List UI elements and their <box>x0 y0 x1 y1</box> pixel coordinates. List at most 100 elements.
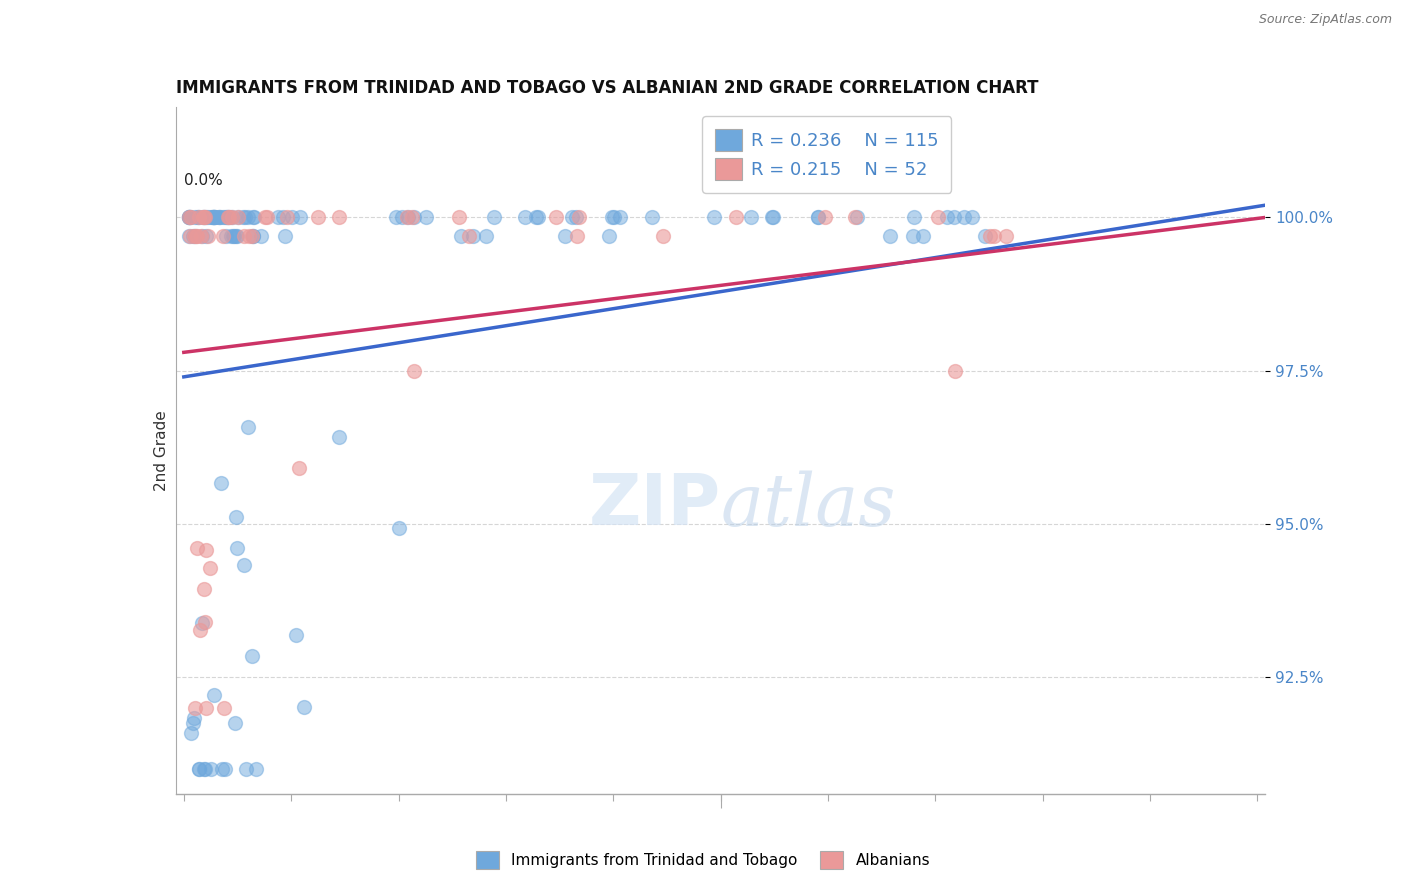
Point <box>402 364 425 378</box>
Point <box>226 211 249 225</box>
Point <box>195 211 218 225</box>
Point <box>202 211 225 225</box>
Point <box>973 228 995 243</box>
Point <box>250 228 273 243</box>
Point <box>807 211 830 225</box>
Point <box>225 510 247 524</box>
Point <box>184 701 207 715</box>
Point <box>641 211 664 225</box>
Point <box>274 228 297 243</box>
Point <box>193 582 215 596</box>
Point <box>740 211 762 225</box>
Point <box>415 211 437 225</box>
Point <box>179 228 201 243</box>
Point <box>281 211 304 225</box>
Point <box>194 615 217 629</box>
Point <box>236 419 259 434</box>
Point <box>242 228 264 243</box>
Point <box>219 228 242 243</box>
Point <box>212 228 235 243</box>
Point <box>903 211 925 225</box>
Point <box>846 211 869 225</box>
Point <box>194 763 217 777</box>
Point <box>391 211 413 225</box>
Point <box>232 211 254 225</box>
Point <box>328 430 350 444</box>
Point <box>212 701 235 715</box>
Point <box>191 228 214 243</box>
Point <box>202 689 225 703</box>
Point <box>598 228 620 243</box>
Point <box>202 211 225 225</box>
Text: Source: ZipAtlas.com: Source: ZipAtlas.com <box>1258 13 1392 27</box>
Point <box>181 228 204 243</box>
Point <box>983 228 1005 243</box>
Point <box>602 211 624 225</box>
Point <box>256 211 278 225</box>
Point <box>724 211 747 225</box>
Point <box>188 623 211 637</box>
Point <box>936 211 959 225</box>
Point <box>927 211 949 225</box>
Point <box>180 211 202 225</box>
Point <box>513 211 536 225</box>
Point <box>217 211 239 225</box>
Point <box>554 228 576 243</box>
Point <box>288 460 311 475</box>
Point <box>236 211 259 225</box>
Point <box>193 211 215 225</box>
Legend: Immigrants from Trinidad and Tobago, Albanians: Immigrants from Trinidad and Tobago, Alb… <box>470 845 936 875</box>
Point <box>328 211 350 225</box>
Point <box>183 228 205 243</box>
Point <box>402 211 425 225</box>
Point <box>942 211 965 225</box>
Point <box>179 228 201 243</box>
Point <box>193 211 215 225</box>
Point <box>844 211 866 225</box>
Point <box>183 710 205 724</box>
Point <box>204 211 226 225</box>
Point <box>193 211 215 225</box>
Point <box>193 763 215 777</box>
Point <box>211 763 233 777</box>
Point <box>218 211 240 225</box>
Point <box>179 211 201 225</box>
Point <box>307 211 329 225</box>
Point <box>179 211 201 225</box>
Point <box>238 228 260 243</box>
Text: 0.0%: 0.0% <box>184 173 222 188</box>
Point <box>194 701 217 715</box>
Point <box>235 763 257 777</box>
Point <box>193 211 215 225</box>
Point <box>221 211 243 225</box>
Point <box>284 628 307 642</box>
Point <box>396 211 419 225</box>
Point <box>191 211 214 225</box>
Point <box>463 228 485 243</box>
Point <box>450 228 472 243</box>
Point <box>184 228 207 243</box>
Point <box>565 211 588 225</box>
Point <box>568 211 591 225</box>
Point <box>814 211 837 225</box>
Point <box>267 211 290 225</box>
Point <box>179 211 201 225</box>
Point <box>703 211 725 225</box>
Point <box>180 726 202 740</box>
Point <box>224 716 246 731</box>
Point <box>288 211 311 225</box>
Point <box>395 211 418 225</box>
Point <box>979 228 1001 243</box>
Point <box>242 211 264 225</box>
Point <box>190 228 212 243</box>
Point <box>401 211 423 225</box>
Point <box>201 211 224 225</box>
Point <box>195 543 218 558</box>
Point <box>201 211 224 225</box>
Point <box>240 648 263 663</box>
Point <box>200 561 222 575</box>
Point <box>191 615 214 630</box>
Point <box>243 211 266 225</box>
Point <box>197 211 219 225</box>
Point <box>228 211 250 225</box>
